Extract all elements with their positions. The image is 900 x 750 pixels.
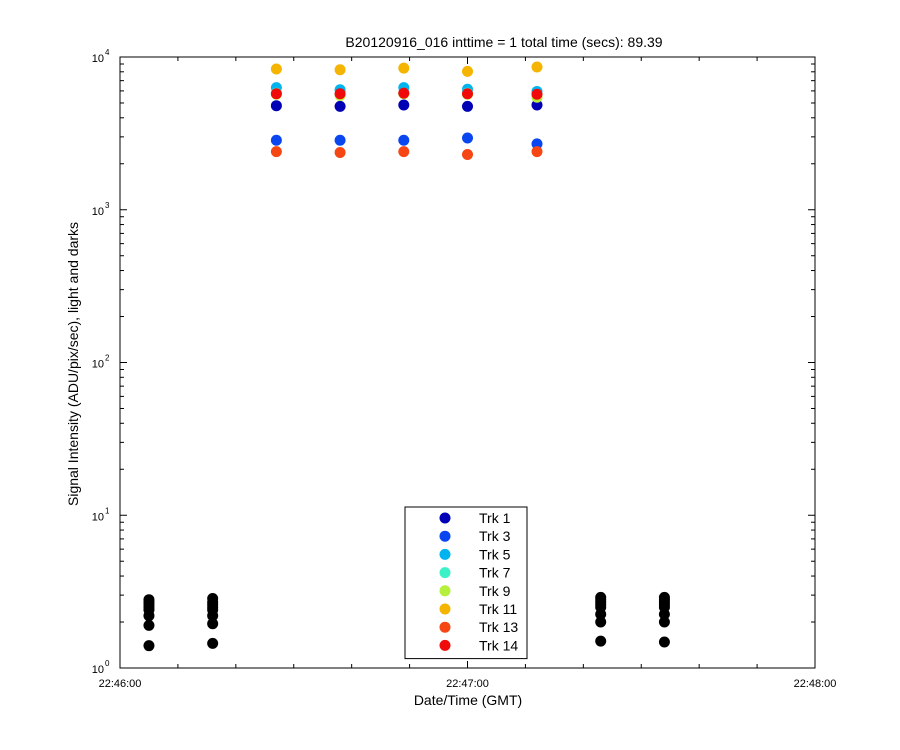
legend-marker — [439, 530, 451, 542]
legend-label: Trk 7 — [479, 565, 511, 581]
legend-label: Trk 14 — [479, 637, 518, 653]
y-tick-label-exponent: 0 — [105, 659, 110, 668]
legend-marker — [439, 567, 451, 579]
y-tick-label-base: 10 — [92, 664, 104, 676]
dark-point — [207, 637, 219, 649]
x-tick-label: 22:46:00 — [99, 678, 142, 690]
x-tick-label: 22:48:00 — [794, 678, 837, 690]
legend-label: Trk 1 — [479, 510, 511, 526]
point-trk-11 — [462, 65, 473, 77]
y-tick-label-base: 10 — [92, 359, 104, 371]
y-tick-label-exponent: 1 — [105, 506, 110, 515]
legend-label: Trk 11 — [479, 601, 517, 617]
x-tick-label: 22:47:00 — [446, 678, 489, 690]
dark-point — [207, 610, 219, 622]
point-trk-14 — [334, 88, 346, 100]
y-tick-label-base: 10 — [92, 206, 104, 218]
dark-point — [207, 618, 219, 630]
dark-point — [658, 636, 670, 648]
point-trk-3 — [531, 138, 543, 150]
point-trk-11 — [270, 63, 282, 75]
dark-point — [143, 619, 155, 631]
point-trk-1 — [398, 99, 410, 111]
point-trk-14 — [270, 88, 282, 100]
legend-marker — [439, 621, 451, 633]
legend-marker — [439, 548, 451, 560]
point-trk-11 — [334, 64, 346, 76]
y-tick-label-exponent: 4 — [105, 48, 110, 57]
y-tick-label-base: 10 — [92, 53, 104, 65]
chart-title: B20120916_016 inttime = 1 total time (se… — [345, 34, 662, 50]
point-trk-11 — [531, 61, 543, 73]
y-tick-label-base: 10 — [92, 511, 104, 523]
legend-marker — [439, 639, 451, 651]
legend-box — [404, 506, 528, 660]
point-trk-13 — [462, 148, 473, 160]
point-trk-3 — [270, 134, 282, 146]
legend-label: Trk 9 — [479, 583, 511, 599]
legend-label: Trk 3 — [479, 528, 511, 544]
legend-label: Trk 5 — [479, 546, 511, 562]
legend-label: Trk 13 — [479, 619, 518, 635]
point-trk-13 — [270, 146, 282, 158]
point-trk-14 — [398, 87, 410, 99]
point-trk-14 — [531, 88, 543, 100]
legend: Trk 1 Trk 3 Trk 5 Trk 7 Trk 9 Trk 11 Trk 13 Trk… — [404, 506, 528, 660]
point-trk-3 — [398, 134, 410, 146]
point-trk-1 — [270, 100, 282, 112]
legend-marker — [439, 603, 451, 615]
legend-marker — [439, 585, 451, 597]
dark-point — [595, 635, 607, 647]
dark-point — [658, 608, 670, 620]
dark-point — [143, 640, 155, 652]
data-points — [143, 61, 670, 652]
dark-point — [658, 616, 670, 628]
point-trk-14 — [462, 88, 473, 100]
point-trk-3 — [462, 132, 473, 144]
point-trk-1 — [462, 100, 473, 112]
point-trk-11 — [398, 62, 410, 74]
dark-point — [143, 610, 155, 622]
point-trk-13 — [531, 146, 543, 158]
y-axis-title: Signal Intensity (ADU/pix/sec), light an… — [65, 222, 81, 506]
point-trk-3 — [334, 134, 346, 146]
point-trk-13 — [398, 146, 410, 158]
y-tick-label-exponent: 3 — [105, 201, 110, 210]
dark-point — [595, 608, 607, 620]
legend-marker — [439, 512, 451, 524]
x-axis-title: Date/Time (GMT) — [414, 692, 522, 708]
point-trk-13 — [334, 147, 346, 159]
y-tick-label-exponent: 2 — [105, 354, 110, 363]
point-trk-1 — [531, 99, 543, 111]
dark-point — [595, 616, 607, 628]
point-trk-1 — [334, 100, 346, 112]
